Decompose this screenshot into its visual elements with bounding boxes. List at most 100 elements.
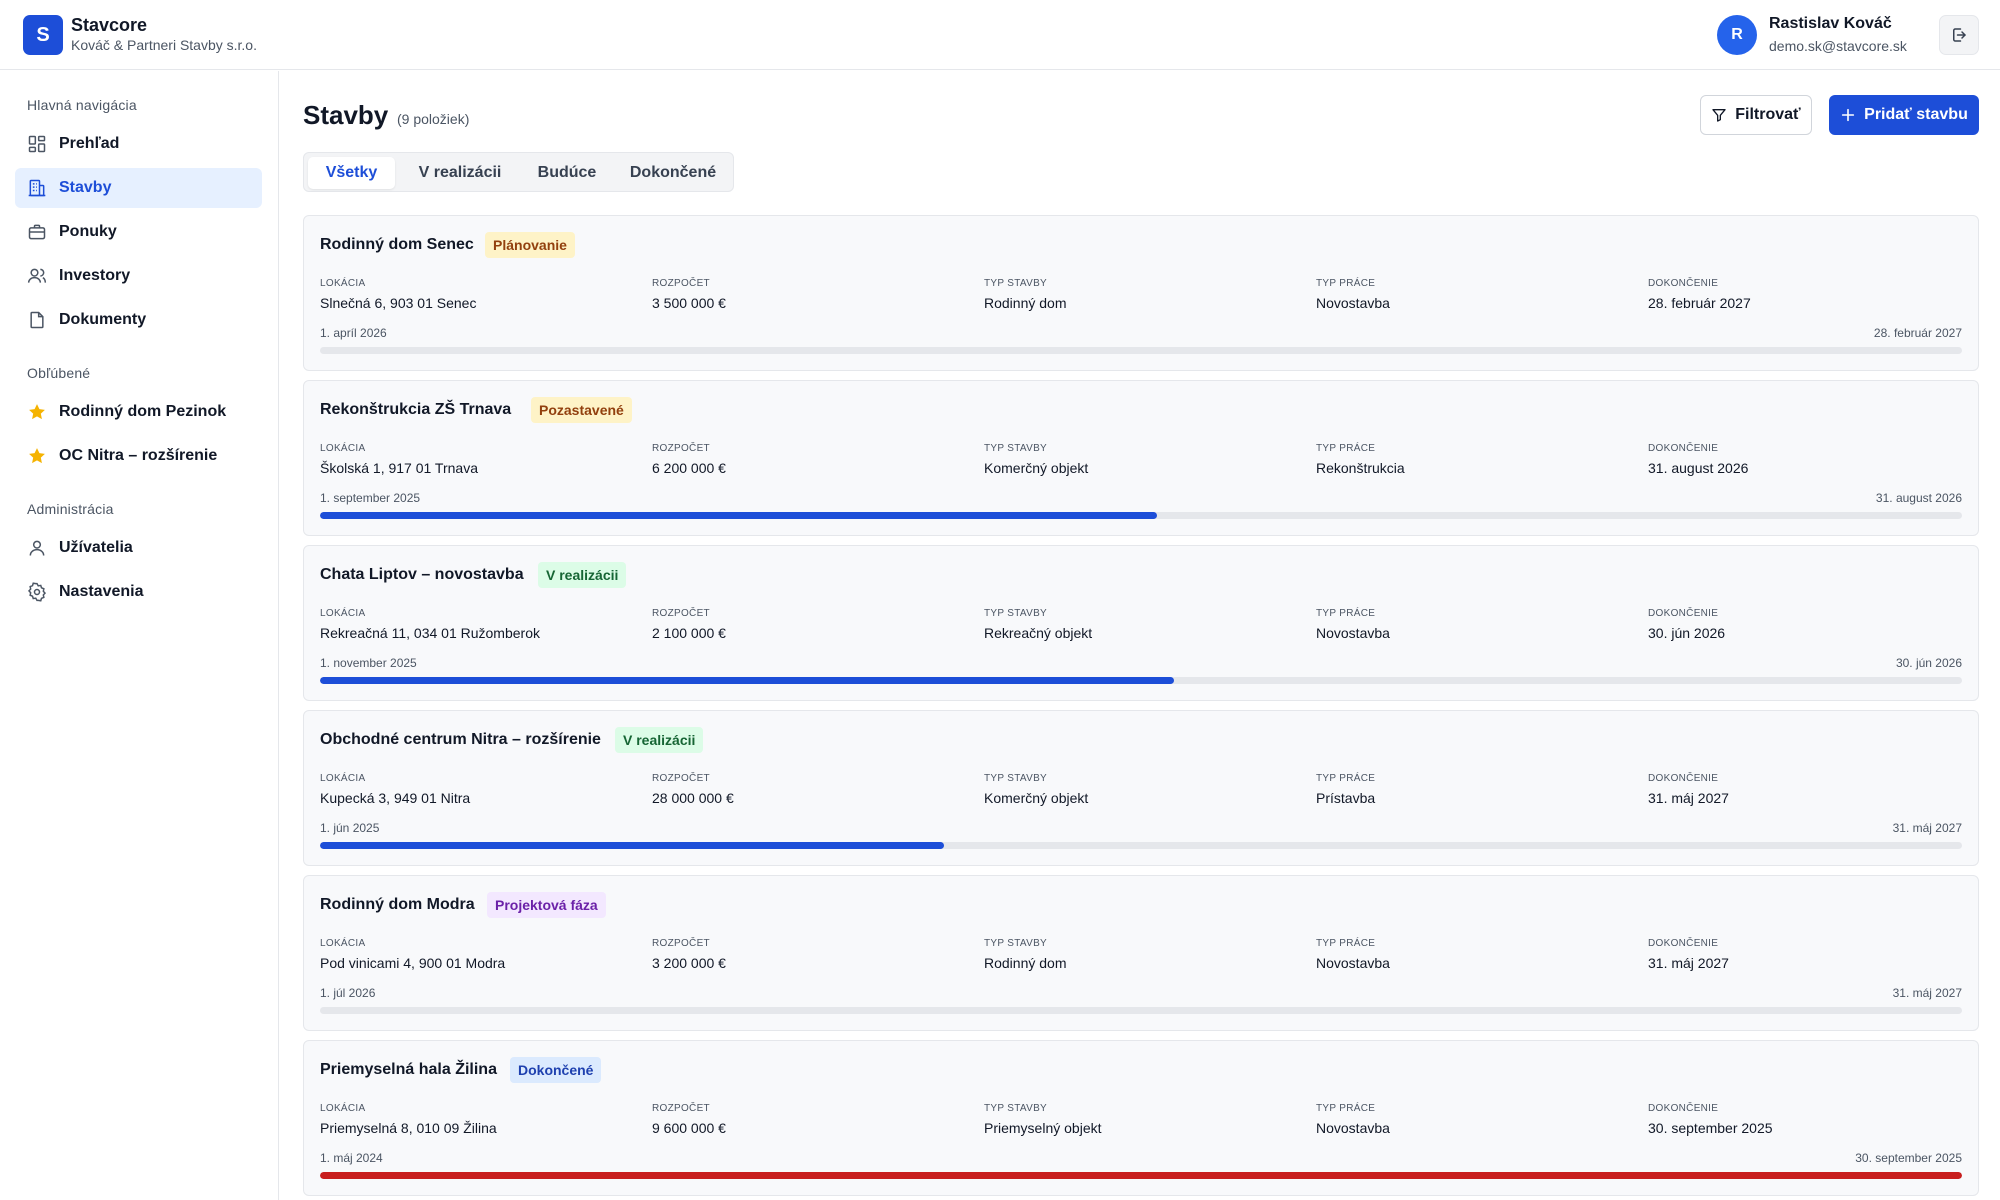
building-icon [27, 178, 47, 198]
filter-icon [1712, 109, 1726, 122]
star-icon [27, 402, 47, 422]
end-date: 31. máj 2027 [1892, 986, 1962, 1000]
field-value-completion: 30. jún 2026 [1648, 625, 1726, 641]
progress-bar [320, 512, 1962, 519]
field-value-work-type: Novostavba [1316, 625, 1390, 641]
progress-fill [320, 1172, 1962, 1179]
top-bar: S Stavcore Kováč & Partneri Stavby s.r.o… [0, 0, 2000, 70]
end-date: 30. september 2025 [1855, 1151, 1962, 1165]
field-label-location: LOKÁCIA [320, 1103, 366, 1114]
dashboard-icon [27, 134, 47, 154]
sidebar-item-prehlad[interactable]: Prehľad [15, 124, 262, 164]
field-label-budget: ROZPOČET [652, 608, 710, 619]
user-avatar[interactable]: R [1717, 15, 1757, 55]
project-card[interactable]: Chata Liptov – novostavba V realizácii LOK… [303, 545, 1979, 701]
field-label-location: LOKÁCIA [320, 443, 366, 454]
field-label-building-type: TYP STAVBY [984, 608, 1048, 619]
sidebar-section-label: Obľúbené [27, 365, 91, 381]
field-label-building-type: TYP STAVBY [984, 938, 1048, 949]
logout-button[interactable] [1939, 15, 1979, 55]
field-value-location: Slnečná 6, 903 01 Senec [320, 295, 477, 311]
sidebar-item-label: Dokumenty [59, 311, 147, 328]
field-label-completion: DOKONČENIE [1648, 608, 1719, 619]
field-value-location: Pod vinicami 4, 900 01 Modra [320, 955, 506, 971]
company-name: Kováč & Partneri Stavby s.r.o. [71, 37, 257, 53]
users-icon [27, 266, 47, 286]
field-value-budget: 6 200 000 € [652, 460, 726, 476]
plus-icon [1842, 108, 1855, 122]
field-value-work-type: Novostavba [1316, 295, 1390, 311]
sidebar-item-label: Rodinný dom Pezinok [59, 403, 227, 420]
sidebar-section-label: Administrácia [27, 501, 114, 517]
field-label-budget: ROZPOČET [652, 443, 710, 454]
project-name: Obchodné centrum Nitra – rozšírenie [320, 731, 601, 748]
add-building-button-label: Pridať stavbu [1864, 106, 1968, 123]
filter-button-label: Filtrovať [1735, 106, 1801, 123]
briefcase-icon [27, 222, 47, 242]
field-value-completion: 31. august 2026 [1648, 460, 1749, 476]
sidebar-item-stavby[interactable]: Stavby [15, 168, 262, 208]
field-label-budget: ROZPOČET [652, 938, 710, 949]
end-date: 28. február 2027 [1873, 326, 1962, 340]
field-value-budget: 3 500 000 € [652, 295, 726, 311]
sidebar-item-favorite-pezinok[interactable]: Rodinný dom Pezinok [15, 392, 262, 432]
app-logo[interactable]: S [23, 15, 63, 55]
project-card[interactable]: Rekonštrukcia ZŠ Trnava Pozastavené LOKÁCI… [303, 380, 1979, 536]
field-value-completion: 30. september 2025 [1648, 1120, 1773, 1136]
field-label-building-type: TYP STAVBY [984, 773, 1048, 784]
field-value-completion: 28. február 2027 [1648, 295, 1751, 311]
field-label-building-type: TYP STAVBY [984, 278, 1048, 289]
field-value-work-type: Prístavba [1316, 790, 1376, 806]
sidebar-item-uzivatelia[interactable]: Užívatelia [15, 528, 262, 568]
field-value-location: Rekreačná 11, 034 01 Ružomberok [320, 625, 540, 641]
end-date: 30. jún 2026 [1895, 656, 1962, 670]
field-value-building-type: Rekreačný objekt [984, 625, 1093, 641]
field-label-budget: ROZPOČET [652, 1103, 710, 1114]
progress-bar [320, 842, 1962, 849]
status-badge: Dokončené [510, 1057, 602, 1083]
tab-dokoncene[interactable]: Dokončené [629, 164, 717, 181]
sidebar-item-dokumenty[interactable]: Dokumenty [15, 300, 262, 340]
field-value-budget: 3 200 000 € [652, 955, 726, 971]
add-building-button[interactable]: Pridať stavbu [1829, 95, 1979, 135]
progress-fill [320, 677, 1174, 684]
page-title: Stavby [303, 100, 389, 130]
star-icon [27, 446, 47, 466]
field-value-building-type: Rodinný dom [984, 295, 1067, 311]
project-card[interactable]: Priemyselná hala Žilina Dokončené LOKÁCIA P… [303, 1040, 1979, 1196]
sidebar-item-label: Prehľad [59, 135, 120, 152]
tab-vsetky[interactable]: Všetky [308, 157, 395, 189]
start-date: 1. júl 2026 [320, 986, 376, 1000]
logout-icon [1953, 28, 1966, 42]
field-label-work-type: TYP PRÁCE [1316, 443, 1376, 454]
field-label-work-type: TYP PRÁCE [1316, 1103, 1376, 1114]
project-name: Priemyselná hala Žilina [320, 1061, 497, 1078]
sidebar-item-label: OC Nitra – rozšírenie [59, 447, 218, 464]
filter-button[interactable]: Filtrovať [1700, 95, 1812, 135]
start-date: 1. máj 2024 [320, 1151, 383, 1165]
field-value-completion: 31. máj 2027 [1648, 955, 1729, 971]
sidebar-item-investory[interactable]: Investory [15, 256, 262, 296]
end-date: 31. máj 2027 [1892, 821, 1962, 835]
field-label-location: LOKÁCIA [320, 278, 366, 289]
field-value-work-type: Novostavba [1316, 955, 1390, 971]
field-label-work-type: TYP PRÁCE [1316, 278, 1376, 289]
project-name: Rodinný dom Modra [320, 896, 475, 913]
tab-v-realizacii[interactable]: V realizácii [418, 164, 502, 181]
sidebar-item-nastavenia[interactable]: Nastavenia [15, 572, 262, 612]
end-date: 31. august 2026 [1875, 491, 1962, 505]
user-name: Rastislav Kováč [1769, 15, 1892, 32]
sidebar-item-label: Investory [59, 267, 131, 284]
field-label-completion: DOKONČENIE [1648, 938, 1719, 949]
project-card[interactable]: Obchodné centrum Nitra – rozšírenie V rea… [303, 710, 1979, 866]
sidebar: Hlavná navigácia Prehľad Stavby Ponuky I… [0, 71, 279, 1200]
user-email: demo.sk@stavcore.sk [1769, 38, 1907, 54]
tab-buduce[interactable]: Budúce [537, 164, 597, 181]
status-badge: V realizácii [615, 727, 704, 753]
user-icon [27, 538, 47, 558]
field-value-building-type: Komerčný objekt [984, 460, 1089, 476]
sidebar-item-favorite-oc-nitra[interactable]: OC Nitra – rozšírenie [15, 436, 262, 476]
project-card[interactable]: Rodinný dom Senec Plánovanie LOKÁCIA Slnečn… [303, 215, 1979, 371]
sidebar-item-ponuky[interactable]: Ponuky [15, 212, 262, 252]
project-card[interactable]: Rodinný dom Modra Projektová fáza LOKÁCIA P… [303, 875, 1979, 1031]
